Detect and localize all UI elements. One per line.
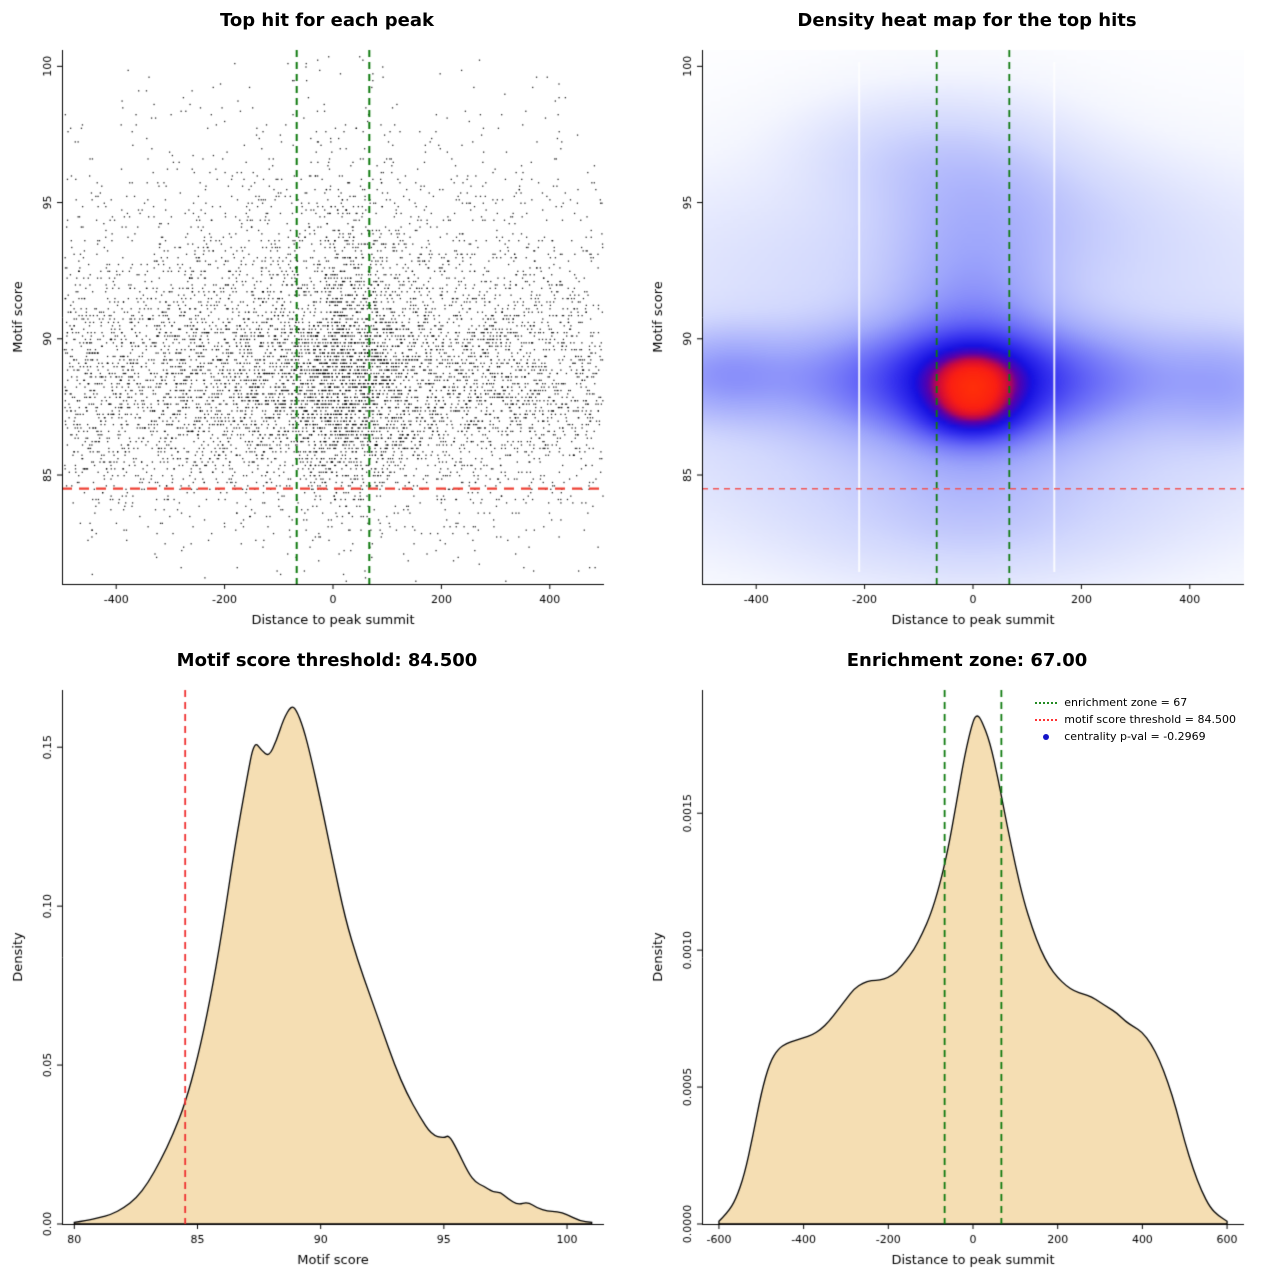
panel-distance-density-title: Enrichment zone: 67.00 — [846, 650, 1088, 671]
panel-heatmap: Density heat map for the top hits — [640, 0, 1280, 640]
legend-item: enrichment zone = 67 — [1035, 694, 1236, 711]
panel-heatmap-title: Density heat map for the top hits — [797, 10, 1137, 31]
distance-density-plot-canvas — [640, 684, 1280, 1280]
panel-distance-density: Enrichment zone: 67.00 enrichment zone =… — [640, 640, 1280, 1280]
legend-label: centrality p-val = -0.2969 — [1064, 730, 1206, 743]
legend-label: motif score threshold = 84.500 — [1064, 713, 1236, 726]
heatmap-plot-canvas — [640, 44, 1280, 640]
blue-dot-icon — [1043, 733, 1050, 740]
panel-score-density-title: Motif score threshold: 84.500 — [176, 650, 478, 671]
green-dotted-line-icon — [1035, 701, 1058, 704]
legend: enrichment zone = 67 motif score thresho… — [1035, 694, 1236, 745]
legend-item: centrality p-val = -0.2969 — [1035, 728, 1236, 745]
score-density-plot-canvas — [0, 684, 640, 1280]
red-dotted-line-icon — [1035, 718, 1058, 721]
legend-item: motif score threshold = 84.500 — [1035, 711, 1236, 728]
panel-scatter-title: Top hit for each peak — [220, 10, 434, 31]
scatter-plot-canvas — [0, 44, 640, 640]
legend-label: enrichment zone = 67 — [1064, 696, 1188, 709]
panel-scatter: Top hit for each peak — [0, 0, 640, 640]
panel-score-density: Motif score threshold: 84.500 — [0, 640, 640, 1280]
